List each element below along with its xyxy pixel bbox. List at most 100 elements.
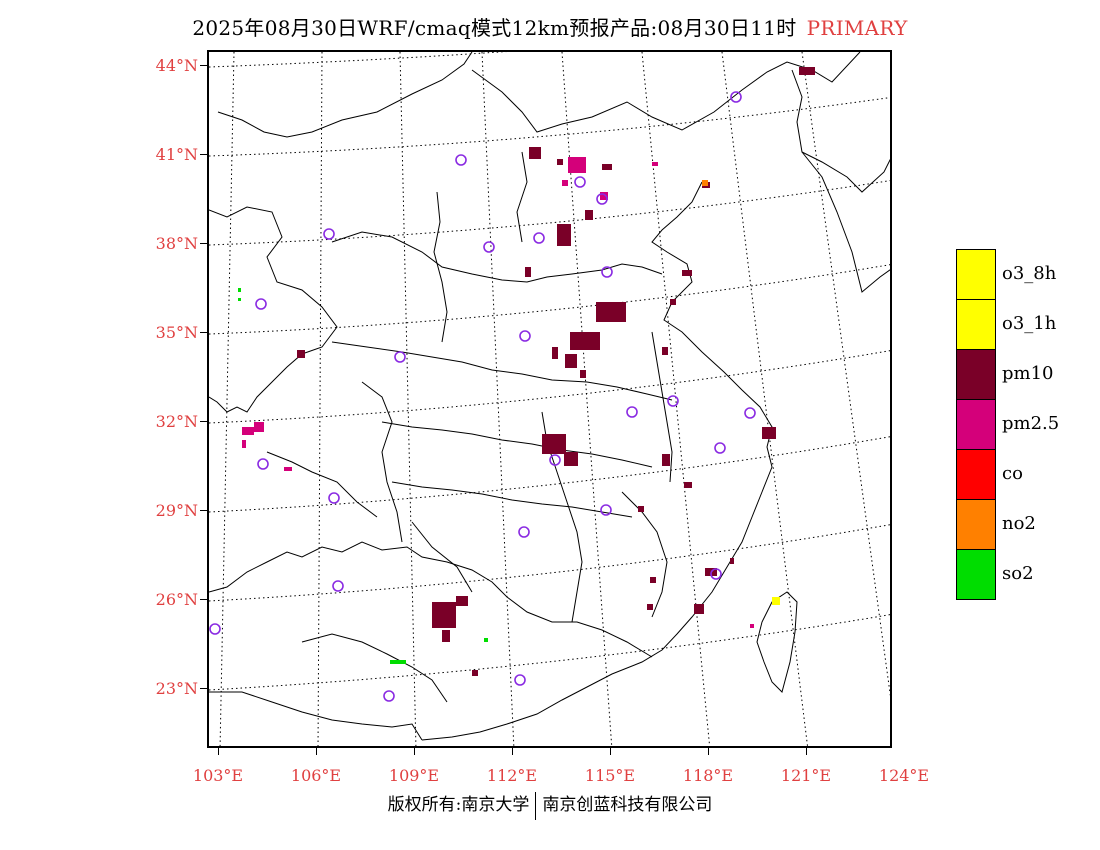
legend-item-pm10: pm10	[956, 349, 1100, 399]
pm10-cell	[297, 350, 305, 358]
province-9	[651, 331, 673, 483]
legend-label: no2	[1002, 513, 1036, 534]
station-marker	[514, 674, 526, 686]
copyright-footer: 版权所有:南京大学 南京创蓝科技有限公司	[0, 790, 1100, 820]
border-vietnam	[209, 691, 423, 741]
lon-label-103: 103°E	[192, 766, 244, 785]
station-marker	[323, 228, 335, 240]
lon-label-112: 112°E	[486, 766, 538, 785]
lat-label-44: 44°N	[155, 56, 198, 75]
pm25-cell	[568, 157, 586, 173]
lon-label-109: 109°E	[388, 766, 440, 785]
province-8	[516, 151, 528, 243]
legend-label: so2	[1002, 563, 1034, 584]
legend-swatch	[956, 399, 996, 449]
tick-left	[200, 510, 207, 511]
pm10-cell	[684, 482, 692, 488]
pm25-cell	[652, 162, 658, 166]
legend-swatch	[956, 499, 996, 549]
legend-item-pm25: pm2.5	[956, 399, 1100, 449]
pm10-cell	[762, 427, 776, 439]
station-marker	[328, 492, 340, 504]
station-marker	[667, 395, 679, 407]
so2-cell	[390, 660, 406, 664]
station-marker	[519, 330, 531, 342]
pm10-cell	[565, 354, 577, 368]
lon-label-106: 106°E	[290, 766, 342, 785]
pm10-cell	[542, 434, 566, 454]
province-11	[621, 491, 668, 618]
legend-item-no2: no2	[956, 499, 1100, 549]
pm10-cell	[529, 147, 541, 159]
pm10-cell	[650, 577, 656, 583]
pm10-cell	[570, 332, 600, 350]
station-marker	[483, 241, 495, 253]
lon-label-121: 121°E	[780, 766, 832, 785]
pm10-cell	[432, 602, 456, 628]
map-title: 2025年08月30日WRF/cmaq模式12km预报产品:08月30日11时 P…	[0, 12, 1100, 41]
border-sw	[209, 541, 653, 658]
station-marker	[518, 526, 530, 538]
province-5	[411, 521, 473, 593]
province-2	[331, 341, 673, 401]
tick-left	[200, 154, 207, 155]
map-panel[interactable]	[207, 50, 892, 748]
pm25-cell	[284, 467, 292, 471]
pm25-cell	[600, 192, 608, 200]
station-markers	[209, 91, 756, 702]
station-marker	[574, 176, 586, 188]
lat-label-41: 41°N	[155, 145, 198, 164]
legend-label: pm10	[1002, 363, 1054, 384]
legend-swatch	[956, 549, 996, 600]
o3-cell	[772, 597, 780, 605]
station-marker	[714, 442, 726, 454]
lon-label-124: 124°E	[878, 766, 930, 785]
pm10-cell	[580, 370, 586, 378]
station-marker	[730, 91, 742, 103]
legend-item-so2: so2	[956, 549, 1100, 600]
station-marker	[394, 351, 406, 363]
border-northeast	[791, 69, 890, 193]
lat-label-29: 29°N	[155, 501, 198, 520]
station-marker	[209, 623, 221, 635]
pm10-cell	[456, 596, 468, 606]
province-4	[391, 481, 633, 518]
lat-label-35: 35°N	[155, 323, 198, 342]
tick-bottom	[414, 748, 415, 755]
province-10	[361, 381, 403, 543]
legend-item-co: co	[956, 449, 1100, 499]
lat-label-26: 26°N	[155, 590, 198, 609]
pm25-cell	[242, 427, 254, 435]
province-7	[433, 191, 448, 343]
graticule-lon	[219, 52, 890, 746]
tick-bottom	[708, 748, 709, 755]
tick-bottom	[218, 748, 219, 755]
border-north	[471, 52, 861, 133]
tick-left	[200, 688, 207, 689]
so2-cell	[484, 638, 488, 642]
pm10-cell	[799, 67, 815, 75]
legend-swatch	[956, 299, 996, 349]
legend-label: pm2.5	[1002, 413, 1060, 434]
pm10-cell	[694, 604, 704, 614]
tick-bottom	[316, 748, 317, 755]
footer-divider	[535, 791, 537, 820]
station-marker	[255, 298, 267, 310]
no2-cell	[702, 180, 708, 186]
station-marker	[549, 454, 561, 466]
pm25-cell	[254, 422, 264, 432]
map-canvas	[209, 52, 890, 746]
legend-label: co	[1002, 463, 1023, 484]
legend-swatch	[956, 449, 996, 499]
station-marker	[383, 690, 395, 702]
title-main: 2025年08月30日WRF/cmaq模式12km预报产品:08月30日11时	[192, 16, 797, 40]
pm10-cell	[662, 454, 670, 466]
pm10-cell	[564, 452, 578, 466]
so2-cell	[238, 288, 241, 292]
border-west	[209, 206, 338, 413]
pm25-cell	[242, 440, 246, 448]
pm10-cell	[585, 210, 593, 220]
legend-label: o3_1h	[1002, 313, 1057, 334]
lat-label-23: 23°N	[155, 679, 198, 698]
tick-left	[200, 243, 207, 244]
